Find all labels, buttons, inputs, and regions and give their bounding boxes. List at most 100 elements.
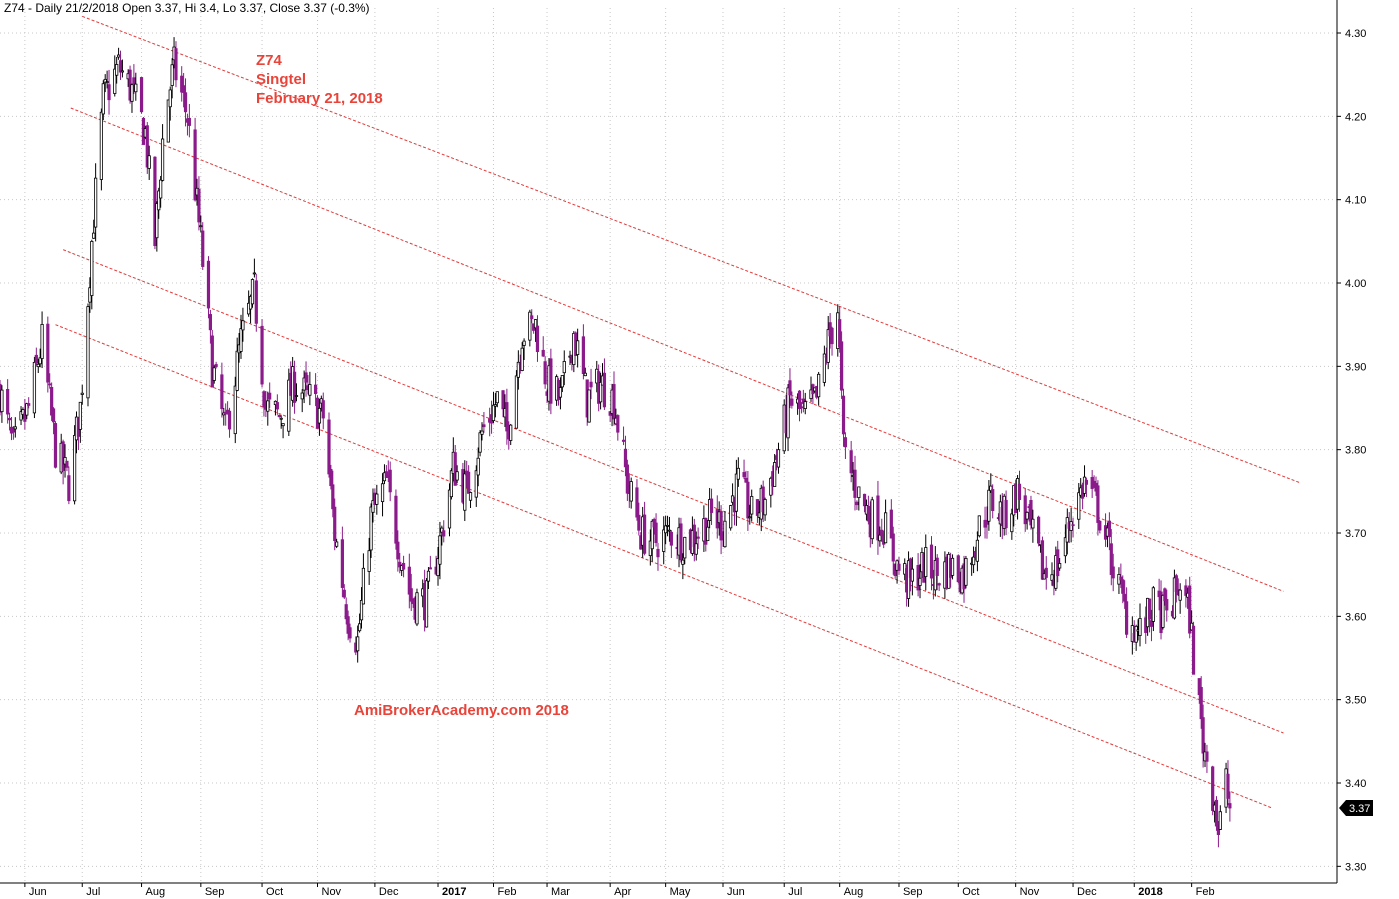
candle-down (7, 412, 12, 431)
candle-body (744, 477, 748, 483)
candle-down (275, 394, 279, 415)
candle-up (474, 465, 478, 507)
candle-body (447, 489, 452, 529)
candle-body (262, 391, 266, 408)
x-tick-label: 2017 (442, 886, 466, 898)
candle-down (840, 331, 844, 399)
candle-down (340, 526, 344, 598)
candle-body (1216, 824, 1221, 836)
candle-up (168, 86, 172, 121)
candle-body (308, 384, 312, 396)
candles (0, 37, 1232, 848)
candle-up (476, 447, 480, 487)
candle-body (1096, 485, 1100, 523)
candle-down (1096, 480, 1100, 536)
candle-body (182, 85, 186, 93)
candle-body (1121, 579, 1125, 594)
candle-up (1031, 509, 1035, 543)
x-tick-label: Aug (844, 886, 864, 898)
candle-down (916, 553, 920, 597)
candle-body (478, 432, 482, 453)
candle-body (801, 398, 805, 404)
candle-down (1004, 490, 1008, 536)
candle-body (612, 384, 616, 420)
candle-body (853, 469, 857, 498)
candle-down (843, 432, 848, 460)
candle-body (103, 78, 107, 84)
candle-body (1161, 594, 1165, 628)
candle-body (160, 138, 165, 181)
candle-down (254, 273, 258, 332)
candle-body (788, 380, 792, 396)
candle-body (346, 616, 350, 634)
candle-body (166, 99, 170, 143)
candle-body (1165, 599, 1169, 611)
candle-up (116, 47, 121, 60)
candle-up (361, 553, 366, 605)
candle-up (629, 477, 633, 509)
candle-up (495, 391, 499, 408)
candle-body (474, 470, 478, 498)
candle-down (65, 460, 69, 472)
candle-up (662, 516, 666, 565)
candle-body (790, 398, 794, 406)
candle-down (342, 584, 346, 600)
candle-body (46, 323, 50, 383)
last-price-marker (1339, 800, 1373, 816)
candle-body (1228, 803, 1232, 809)
candle-down (1029, 495, 1033, 530)
candle-body (541, 349, 545, 357)
candle-body (252, 272, 256, 275)
candle-down (669, 530, 673, 558)
candle-body (809, 389, 813, 399)
candle-body (1004, 499, 1008, 529)
candle-up (971, 546, 976, 574)
candle-body (155, 203, 159, 239)
candle-down (153, 156, 157, 250)
candle-up (1065, 508, 1069, 555)
candle-down (1214, 796, 1219, 831)
candle-down (467, 465, 471, 494)
candle-down (453, 444, 457, 486)
candle-body (340, 539, 344, 588)
candle-down (1165, 589, 1169, 622)
candle-down (1149, 609, 1154, 642)
grid-layer (0, 8, 1337, 883)
candle-body (48, 383, 52, 386)
candle-down (692, 518, 696, 562)
candle-body (113, 68, 117, 94)
candle-body (367, 550, 371, 572)
candle-body (558, 387, 563, 398)
candle-up (562, 350, 566, 386)
candle-up (279, 415, 283, 429)
candle-down (709, 488, 714, 525)
candle-body (398, 561, 402, 568)
x-tick-label: Sep (205, 886, 225, 898)
candle-body (769, 477, 773, 496)
candle-body (533, 319, 538, 329)
x-tick-label: Mar (551, 886, 570, 898)
candle-down (880, 518, 884, 542)
candle-up (294, 383, 299, 402)
candle-down (1211, 765, 1215, 816)
candle-body (1050, 574, 1054, 581)
candle-up (241, 307, 245, 342)
candle-down (908, 557, 913, 592)
chart-header: Z74 - Daily 21/2/2018 Open 3.37, Hi 3.4,… (4, 1, 370, 15)
candle-up (478, 430, 482, 457)
candle-body (493, 404, 497, 407)
candle-body (549, 358, 553, 404)
candle-body (327, 419, 331, 475)
x-tick-label: Feb (1196, 886, 1215, 898)
candle-up (369, 503, 373, 558)
candle-down (145, 122, 149, 174)
candle-down (333, 498, 337, 551)
y-tick-label: 3.40 (1345, 778, 1366, 790)
candle-body (576, 340, 580, 355)
candle-body (840, 341, 844, 391)
candle-down (292, 360, 297, 414)
candle-body (1178, 589, 1182, 601)
candle-down (201, 222, 205, 271)
candle-down (348, 623, 352, 643)
candle-down (602, 358, 607, 410)
